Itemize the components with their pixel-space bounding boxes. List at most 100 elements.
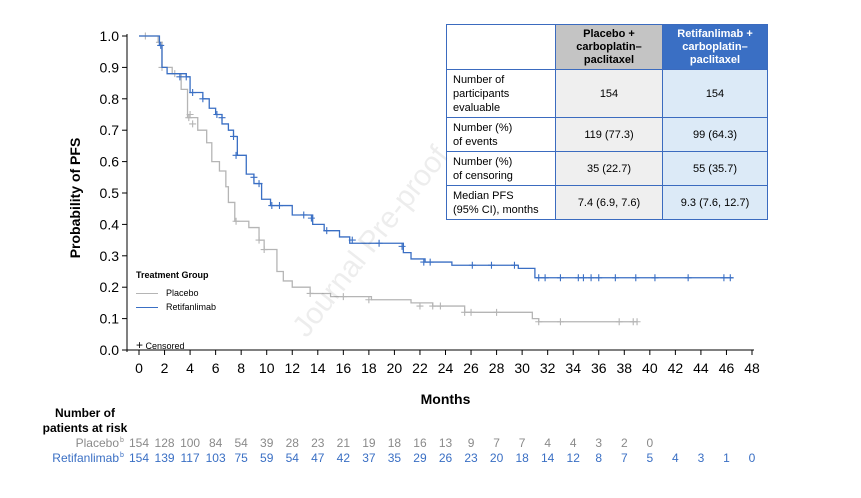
censor-mark-placebo (436, 302, 444, 310)
censor-mark-retifanlimab (255, 180, 263, 188)
x-tick-label: 12 (284, 360, 300, 376)
risk-value-retifanlimab: 14 (541, 451, 555, 465)
x-tick-label: 32 (540, 360, 556, 376)
x-tick-label: 40 (642, 360, 658, 376)
summary-row-censoring: Number (%) of censoring 35 (22.7) 55 (35… (446, 151, 768, 186)
risk-value-placebo: 128 (155, 436, 175, 450)
header-placebo-line: paclitaxel (583, 53, 635, 66)
risk-value-placebo: 154 (129, 436, 149, 450)
censor-mark-retifanlimab (510, 261, 518, 269)
risk-value-retifanlimab: 4 (672, 451, 679, 465)
row-label-line: participants (453, 87, 510, 100)
risk-value-placebo: 7 (519, 436, 526, 450)
risk-value-placebo: 7 (493, 436, 500, 450)
risk-label-placebo: Placebo (76, 436, 120, 450)
risk-value-retifanlimab: 35 (388, 451, 402, 465)
x-tick-label: 6 (212, 360, 220, 376)
y-axis-title: Probability of PFS (67, 138, 83, 259)
risk-value-retifanlimab: 3 (698, 451, 705, 465)
legend-label-retifanlimab: Retifanlimab (166, 302, 217, 312)
censored-legend: + Censored (136, 338, 185, 352)
x-tick-label: 48 (744, 360, 760, 376)
y-tick-label: 0.4 (100, 216, 120, 232)
censor-mark-retifanlimab (579, 274, 587, 282)
x-tick-label: 22 (412, 360, 428, 376)
censor-marker-icon: + (136, 338, 144, 352)
risk-value-placebo: 84 (209, 436, 223, 450)
x-tick-label: 2 (161, 360, 169, 376)
censor-mark-retifanlimab (275, 202, 283, 210)
legend-title: Treatment Group (136, 270, 209, 280)
y-tick-label: 0.8 (100, 91, 120, 107)
row-label: Number of participants evaluable (446, 69, 556, 118)
censor-mark-retifanlimab (426, 258, 434, 266)
risk-value-retifanlimab: 37 (362, 451, 376, 465)
censor-mark-retifanlimab (300, 211, 308, 219)
km-curve-placebo (139, 35, 638, 323)
censor-mark-placebo (365, 296, 373, 304)
risk-value-placebo: 54 (234, 436, 248, 450)
row-label-line: Median PFS (453, 189, 514, 202)
row-label-line: Number (%) (453, 121, 513, 134)
x-tick-label: 36 (591, 360, 607, 376)
censor-mark-retifanlimab (199, 95, 207, 103)
censor-mark-retifanlimab (611, 274, 619, 282)
risk-value-retifanlimab: 42 (337, 451, 351, 465)
x-axis-title: Months (421, 391, 471, 407)
legend: Treatment Group Placebo Retifanlimab (136, 270, 216, 314)
censor-mark-placebo (615, 318, 623, 326)
axes: 0 2 4 6 8 10 12 14 16 18 20 22 24 26 28 30 32 34 36 38 40 42 4… (67, 28, 760, 407)
risk-value-retifanlimab: 20 (490, 451, 504, 465)
placebo-value: 7.4 (6.9, 7.6) (555, 185, 663, 220)
censor-mark-retifanlimab (250, 173, 258, 181)
x-tick-label: 16 (336, 360, 352, 376)
x-tick-label: 34 (565, 360, 581, 376)
risk-value-placebo: 16 (413, 436, 427, 450)
censor-mark-retifanlimab (348, 236, 356, 244)
risk-table-title: Number of (55, 406, 116, 420)
censor-mark-placebo (467, 308, 475, 316)
x-tick-label: 14 (310, 360, 326, 376)
censor-mark-retifanlimab (375, 239, 383, 247)
censor-mark-placebo (232, 217, 240, 225)
risk-value-retifanlimab: 29 (413, 451, 427, 465)
censor-mark-retifanlimab (651, 274, 659, 282)
risk-value-placebo: 28 (286, 436, 300, 450)
risk-label-retifanlimab: Retifanlimab (52, 451, 119, 465)
y-tick-label: 0.1 (100, 311, 120, 327)
censor-mark-retifanlimab (684, 274, 692, 282)
y-tick-label: 0.2 (100, 279, 120, 295)
summary-header-row: Placebo + carboplatin– paclitaxel Retifa… (446, 24, 768, 70)
risk-value-placebo: 4 (570, 436, 577, 450)
header-retifanlimab-line: Retifanlimab + (677, 27, 753, 40)
risk-table-title: patients at risk (43, 421, 128, 435)
x-tick-label: 4 (186, 360, 194, 376)
censor-mark-placebo (189, 120, 197, 128)
risk-value-retifanlimab: 59 (260, 451, 274, 465)
censor-mark-placebo (429, 302, 437, 310)
x-tick-label: 44 (693, 360, 709, 376)
censor-mark-retifanlimab (541, 274, 549, 282)
retifanlimab-value: 154 (662, 69, 768, 118)
risk-value-placebo: 39 (260, 436, 274, 450)
censor-mark-placebo (633, 318, 641, 326)
risk-value-retifanlimab: 7 (621, 451, 628, 465)
placebo-value: 119 (77.3) (555, 117, 663, 152)
row-label-line: Number (%) (453, 155, 513, 168)
risk-label-superscript: b (120, 437, 124, 444)
risk-value-retifanlimab: 12 (567, 451, 581, 465)
header-placebo-line: Placebo + (583, 27, 635, 40)
censor-mark-placebo (255, 236, 263, 244)
censor-mark-placebo (535, 318, 543, 326)
risk-value-placebo: 23 (311, 436, 325, 450)
retifanlimab-value: 99 (64.3) (662, 117, 768, 152)
header-retifanlimab-line: carboplatin– (682, 40, 748, 53)
risk-value-placebo: 0 (646, 436, 653, 450)
risk-value-retifanlimab: 117 (181, 451, 200, 465)
row-label: Median PFS (95% CI), months (446, 185, 556, 220)
censor-mark-placebo (339, 293, 347, 301)
summary-row-median-pfs: Median PFS (95% CI), months 7.4 (6.9, 7.… (446, 185, 768, 220)
censor-mark-retifanlimab (587, 274, 595, 282)
x-tick-label: 24 (438, 360, 454, 376)
censor-mark-placebo (186, 111, 194, 118)
